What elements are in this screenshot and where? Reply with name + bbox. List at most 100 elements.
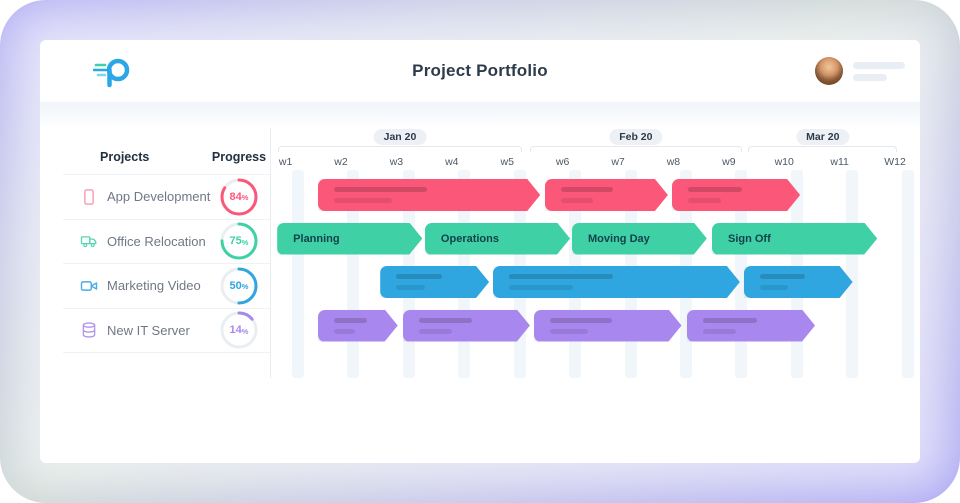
progress-value: 14% (229, 324, 249, 337)
gantt-bar-label: Planning (293, 232, 340, 245)
week-label: w6 (555, 156, 570, 168)
skeleton-line (419, 329, 452, 334)
dashboard-card: Project Portfolio Projects Progress (40, 40, 920, 463)
project-name: Marketing Video (107, 278, 201, 294)
header-subband (40, 102, 920, 126)
project-row-office-relocation[interactable]: Office Relocation 75% (63, 220, 270, 264)
gantt-bar[interactable] (493, 266, 740, 298)
projects-panel: Projects Progress App Development (40, 126, 270, 353)
progress-value: 75% (229, 235, 249, 248)
panel-divider (270, 128, 271, 378)
gantt-row-new-it-server (272, 305, 920, 349)
skeleton-line (419, 318, 472, 323)
gantt-bar[interactable]: Sign Off (712, 223, 877, 255)
skeleton-line (760, 274, 806, 279)
skeleton-line (703, 318, 757, 323)
truck-icon (80, 236, 97, 248)
skeleton-line (853, 61, 905, 69)
week-label: w10 (774, 156, 794, 168)
gantt-bar[interactable] (744, 266, 853, 298)
app-header: Project Portfolio (40, 40, 920, 102)
progress-column-header: Progress (211, 150, 267, 164)
gantt-row-marketing-video (272, 261, 920, 305)
month-bracket (277, 146, 523, 152)
gantt-bar-label: Sign Off (727, 232, 771, 245)
gantt-rows: Planning Operations Moving Day Sign Off (272, 174, 920, 348)
week-label: w4 (445, 156, 459, 168)
gantt-bar[interactable] (545, 179, 668, 211)
gantt-timeline: Jan 20 Feb 20 Mar 20 w1 w2 w3 w4 w5 w6 w7 w8 w9 w10… (272, 126, 920, 463)
skeleton-line (688, 198, 721, 203)
progress-ring: 14% (219, 310, 259, 350)
timeline-months: Jan 20 Feb 20 Mar 20 (272, 126, 920, 154)
gantt-row-app-development (272, 174, 920, 218)
gantt-section: Projects Progress App Development (40, 126, 920, 463)
week-label: w2 (334, 156, 348, 168)
gantt-bar[interactable] (672, 179, 800, 211)
gantt-bar[interactable] (380, 266, 489, 298)
gantt-bar[interactable]: Planning (277, 223, 422, 255)
skeleton-line (396, 285, 424, 290)
user-account (815, 57, 905, 85)
project-row-marketing-video[interactable]: Marketing Video 50% (63, 264, 270, 309)
skeleton-line (334, 198, 392, 203)
project-row-app-development[interactable]: App Development 84% (63, 174, 270, 220)
skeleton-line (688, 187, 742, 192)
project-name: App Development (107, 189, 211, 205)
month-bracket (748, 146, 898, 152)
month-group: Feb 20 (529, 129, 742, 152)
gantt-bar[interactable] (534, 310, 682, 342)
week-label: w1 (278, 156, 293, 168)
skeleton-line (550, 329, 588, 334)
month-label: Feb 20 (609, 129, 663, 145)
month-label: Jan 20 (373, 129, 427, 145)
week-label: w3 (389, 156, 404, 168)
skeleton-line (334, 318, 367, 323)
skeleton-line (509, 285, 573, 290)
skeleton-line (853, 73, 887, 81)
project-rows: App Development 84% (63, 174, 270, 353)
month-group: Mar 20 (748, 129, 898, 152)
week-label: w5 (500, 156, 514, 168)
gantt-bar[interactable] (318, 179, 540, 211)
video-camera-icon (80, 280, 98, 291)
skeleton-line (561, 187, 613, 192)
skeleton-line (550, 318, 612, 323)
project-name: New IT Server (107, 322, 190, 338)
month-group: Jan 20 (277, 129, 523, 152)
timeline-weeks: w1 w2 w3 w4 w5 w6 w7 w8 w9 w10 w11 W12 (272, 154, 920, 173)
progress-value: 50% (229, 279, 249, 292)
gantt-bar[interactable] (403, 310, 530, 342)
gantt-bar[interactable] (687, 310, 815, 342)
skeleton-line (561, 198, 593, 203)
gantt-bar[interactable] (318, 310, 398, 342)
logo-icon (93, 58, 130, 88)
week-label: W12 (884, 156, 906, 168)
skeleton-line (334, 329, 355, 334)
skeleton-line (334, 187, 427, 192)
week-label: w8 (666, 156, 681, 168)
project-row-new-it-server[interactable]: New IT Server 14% (63, 309, 270, 353)
progress-ring: 50% (219, 266, 259, 306)
month-label: Mar 20 (796, 129, 850, 145)
mobile-app-icon (84, 188, 94, 205)
user-avatar[interactable] (815, 57, 843, 85)
skeleton-line (760, 285, 788, 290)
project-name: Office Relocation (107, 233, 206, 249)
gantt-bar-label: Moving Day (588, 232, 650, 245)
week-label: w11 (830, 156, 849, 168)
skeleton-line (396, 274, 442, 279)
progress-ring: 84% (219, 177, 259, 217)
projectmanager-logo[interactable] (93, 54, 133, 88)
gantt-row-office-relocation: Planning Operations Moving Day Sign Off (272, 218, 920, 262)
projects-panel-header: Projects Progress (40, 126, 270, 174)
gantt-bar[interactable]: Moving Day (572, 223, 707, 255)
week-label: w7 (611, 156, 625, 168)
gantt-bar[interactable]: Operations (425, 223, 570, 255)
gantt-bar-label: Operations (440, 232, 499, 245)
user-name-skeleton (853, 61, 905, 81)
projects-column-header: Projects (100, 150, 150, 164)
page-title: Project Portfolio (412, 61, 548, 80)
week-label: w9 (722, 156, 736, 168)
